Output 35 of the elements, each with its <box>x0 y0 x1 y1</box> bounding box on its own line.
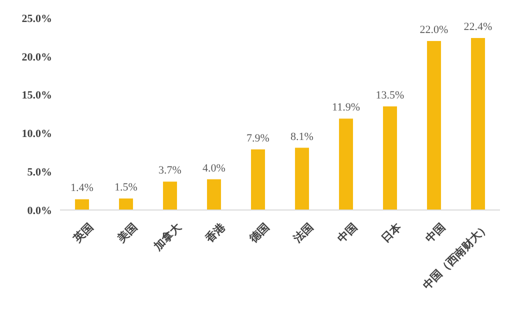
y-tick-label: 10.0% <box>22 128 52 140</box>
x-tick-label: 中国 <box>335 220 360 246</box>
bar <box>119 198 133 210</box>
data-label: 22.0% <box>420 24 448 36</box>
x-tick-label: 法国 <box>290 220 316 246</box>
data-label: 7.9% <box>246 132 270 144</box>
bar <box>295 148 309 210</box>
bar <box>427 41 441 210</box>
data-label: 8.1% <box>290 130 314 143</box>
bar <box>339 118 353 210</box>
x-tick-label: 日本 <box>379 220 404 246</box>
data-label: 4.0% <box>202 162 226 174</box>
y-tick-label: 25.0% <box>22 12 52 25</box>
data-label: 1.5% <box>114 181 138 194</box>
bar <box>75 199 89 210</box>
y-tick-label: 0.0% <box>27 204 52 217</box>
data-label: 22.4% <box>464 20 492 33</box>
x-tick-label: 英国 <box>70 220 96 246</box>
x-tick-label: 美国 <box>114 220 140 246</box>
bar <box>207 179 221 210</box>
y-tick-label: 15.0% <box>22 90 52 102</box>
data-label: 3.7% <box>158 164 182 177</box>
bar <box>163 182 177 210</box>
x-tick-label: 加拿大 <box>150 220 184 254</box>
data-label: 1.4% <box>70 182 94 194</box>
bar <box>383 106 397 210</box>
y-tick-label: 20.0% <box>22 51 52 64</box>
x-tick-label: 德国 <box>246 220 272 246</box>
data-label: 11.9% <box>332 102 360 114</box>
x-tick-label: 中国 <box>423 220 448 246</box>
y-tick-label: 5.0% <box>27 166 52 179</box>
x-tick-label: 香港 <box>202 220 228 246</box>
bar <box>251 149 265 210</box>
bar <box>471 38 485 210</box>
data-label: 13.5% <box>376 89 404 102</box>
